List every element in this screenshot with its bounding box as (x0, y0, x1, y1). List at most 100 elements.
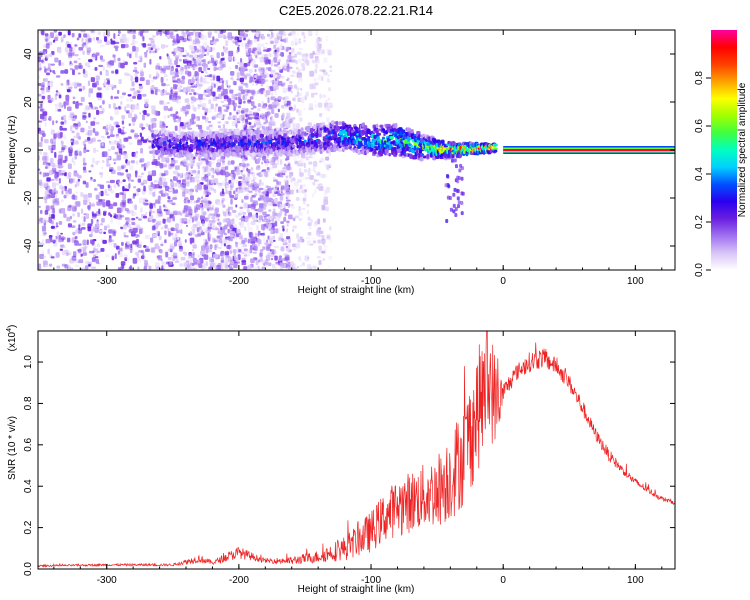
spectrogram-noise-cell (166, 155, 169, 161)
spectrogram-noise-cell (95, 75, 100, 81)
spectrogram-noise-cell (143, 30, 149, 33)
spectrogram-noise-cell (109, 238, 113, 243)
spectrogram-noise-cell (152, 188, 157, 193)
spectrogram-noise-cell (193, 97, 196, 103)
spectrogram-noise-cell (230, 172, 235, 178)
spectrogram-signal-cell (185, 141, 189, 145)
spectrogram-noise-cell (220, 257, 225, 262)
spectrogram-noise-cell (187, 127, 193, 130)
spectrogram-noise-cell (107, 224, 110, 229)
spectrogram-noise-cell (59, 131, 63, 138)
spectrogram-noise-cell (144, 234, 150, 240)
spectrogram-noise-cell (217, 85, 222, 90)
spectrogram-noise-cell (219, 252, 223, 256)
spectrogram-noise-cell (163, 115, 167, 120)
spectrogram-noise-cell (227, 160, 231, 166)
spectrogram-noise-cell (296, 123, 300, 130)
spectrogram-noise-cell (66, 216, 71, 222)
spectrogram-noise-cell (164, 206, 168, 211)
spectrogram-noise-cell (161, 82, 166, 87)
spectrogram-noise-cell (316, 51, 321, 56)
spectrogram-noise-cell (298, 48, 304, 51)
spectrogram-noise-cell (76, 37, 80, 41)
spectrogram-noise-cell (160, 44, 166, 49)
spectrogram-noise-cell (106, 193, 110, 196)
spectrogram-noise-cell (225, 165, 229, 171)
spectrogram-noise-cell (202, 116, 206, 120)
spectrogram-noise-cell (132, 240, 138, 245)
spectrogram-noise-cell (74, 115, 78, 119)
spectrogram-noise-cell (237, 105, 242, 109)
spectrogram-noise-cell (132, 104, 137, 110)
spectrogram-noise-cell (216, 80, 219, 87)
spectrogram-signal-cell (156, 149, 161, 154)
spectrogram-noise-cell (166, 53, 169, 57)
spectrogram-noise-cell (131, 151, 136, 157)
spectrogram-noise-cell (136, 188, 140, 192)
spectrogram-noise-cell (277, 35, 283, 40)
spectrogram-noise-cell (38, 205, 41, 208)
spectrogram-noise-cell (162, 102, 167, 106)
spectrogram-noise-cell (119, 138, 122, 145)
spectrogram-signal-cell (159, 142, 164, 145)
spectrogram-noise-cell (41, 239, 45, 243)
spectrogram-noise-cell (91, 239, 95, 246)
spectrogram-noise-cell (49, 189, 55, 193)
spectrogram-noise-cell (237, 62, 240, 65)
spectrogram-noise-cell (323, 57, 328, 63)
spectrogram-noise-cell (137, 244, 142, 248)
spectrogram-noise-cell (50, 225, 55, 229)
spectrogram-noise-cell (74, 240, 79, 246)
spectrogram-noise-cell (258, 215, 264, 221)
spectrogram-noise-cell (126, 98, 130, 102)
spectrogram-noise-cell (243, 124, 248, 131)
spectrogram-noise-cell (86, 50, 91, 56)
spectrogram-noise-cell (55, 252, 60, 258)
spectrogram-noise-cell (236, 117, 240, 123)
spectrogram-noise-cell (218, 66, 223, 71)
spectrogram-noise-cell (126, 240, 130, 245)
spectrogram-noise-cell (236, 49, 239, 54)
spectrogram-noise-cell (272, 162, 278, 169)
spectrogram-noise-cell (268, 52, 272, 58)
spectrogram-noise-cell (162, 204, 166, 208)
spectrogram-noise-cell (315, 30, 319, 37)
spectrogram-noise-cell (308, 161, 313, 165)
spectrogram-noise-cell (131, 129, 134, 132)
spectrogram-noise-cell (55, 90, 59, 93)
spectrogram-noise-cell (299, 184, 303, 190)
spectrogram-noise-cell (206, 179, 212, 186)
spectrogram-noise-cell (58, 49, 62, 54)
spectrogram-noise-cell (233, 95, 237, 101)
spectrogram-noise-cell (38, 106, 41, 109)
spectrogram-noise-cell (95, 248, 99, 252)
spectrogram-noise-cell (159, 124, 164, 129)
spectrogram-noise-cell (296, 233, 300, 239)
spectrogram-noise-cell (211, 204, 215, 209)
spectrogram-noise-cell (322, 257, 326, 262)
spectrogram-noise-cell (268, 215, 273, 219)
spectrogram-noise-cell (110, 217, 113, 224)
spectrogram-noise-cell (226, 97, 232, 102)
spectrogram-noise-cell (163, 71, 166, 74)
figure-title: C2E5.2026.078.22.21.R14 (279, 3, 433, 18)
spectrogram-noise-cell (288, 118, 293, 124)
spectrogram-noise-cell (222, 123, 226, 129)
spectrogram-noise-cell (283, 68, 288, 71)
spectrogram-noise-cell (66, 106, 72, 112)
spectrogram-noise-cell (133, 62, 138, 65)
spectrogram-noise-cell (277, 212, 282, 219)
spectrogram-noise-cell (100, 44, 105, 48)
spectrogram-noise-cell (38, 263, 42, 270)
spectrogram-noise-cell (194, 31, 200, 37)
spectrogram-noise-cell (84, 70, 88, 76)
spectrogram-noise-cell (242, 82, 248, 86)
spectrogram-noise-cell (173, 255, 178, 259)
spectrogram-noise-cell (327, 265, 330, 268)
spectrogram-noise-cell (268, 219, 272, 223)
spectrogram-noise-cell (257, 189, 261, 193)
spectrogram-noise-cell (241, 182, 247, 188)
spectrogram-noise-cell (132, 69, 138, 72)
spectrogram-noise-cell (141, 163, 145, 167)
spectrogram-noise-cell (113, 33, 116, 40)
